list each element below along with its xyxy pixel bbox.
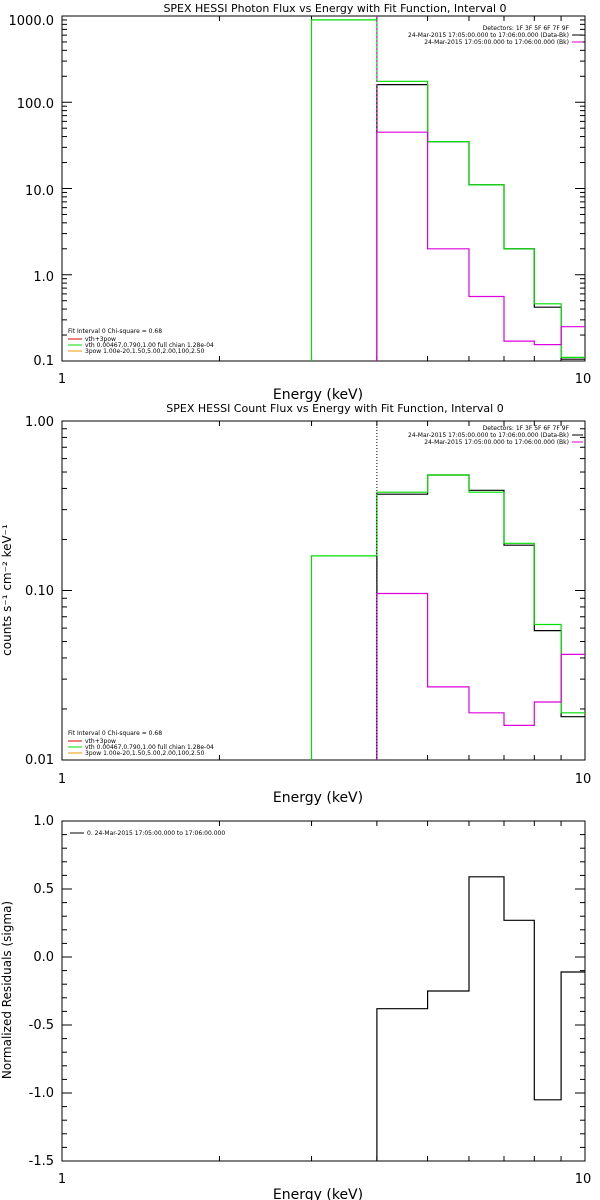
count-flux-xtick-label: 1	[58, 772, 66, 787]
residuals-legend: 0. 24-Mar-2015 17:05:00.000 to 17:06:00.…	[70, 830, 225, 837]
series-line-magenta	[376, 592, 585, 760]
count-flux-fit-item1: vth+3pow	[85, 738, 116, 745]
count-flux-fit-item3: 3pow 1.00e-20,1.50,5.00,2.00,100,2.50	[85, 750, 205, 757]
residuals-ytick-label: 0.0	[33, 950, 54, 965]
count-flux-title: SPEX HESSI Count Flux vs Energy with Fit…	[166, 402, 503, 415]
residuals-panel: -1.5 -1.0 -0.5 0.0 0.5 1.0 1 10 Energy (…	[0, 814, 591, 1200]
count-flux-legend-detectors: Detectors: 1F 3F 5F 6F 7F 9F	[483, 425, 570, 432]
photon-flux-minor-ticks	[62, 16, 585, 362]
residuals-ytick-label: -1.0	[29, 1086, 54, 1101]
count-flux-fit-info: Fit Interval 0 Chi-square = 0.68 vth+3po…	[68, 730, 214, 757]
photon-flux-legend-detectors: Detectors: 1F 3F 5F 6F 7F 9F	[483, 25, 570, 32]
count-flux-xtick-label: 10	[575, 772, 592, 787]
photon-flux-panel: SPEX HESSI Photon Flux vs Energy with Fi…	[9, 2, 592, 403]
residuals-y-tick-labels: -1.5 -1.0 -0.5 0.0 0.5 1.0	[29, 814, 54, 1169]
residuals-ytick-label: 0.5	[33, 882, 54, 897]
series-line-magenta	[376, 131, 585, 361]
photon-flux-ytick-label: 1.0	[33, 270, 54, 285]
residuals-ytick-label: 1.0	[33, 814, 54, 829]
series-line-black	[376, 84, 585, 361]
count-flux-legend-data-bk: 24-Mar-2015 17:05:00.000 to 17:06:00.000…	[408, 432, 569, 439]
series-line-black	[376, 876, 585, 1161]
photon-flux-fit-item2: vth 0.00467,0.790,1.00 full chian 1.28e-…	[85, 342, 214, 349]
residuals-xtick-label: 1	[58, 1172, 66, 1187]
photon-flux-series-layer	[310, 16, 585, 361]
count-flux-panel: SPEX HESSI Count Flux vs Energy with Fit…	[0, 402, 591, 806]
count-flux-y-tick-labels: 0.01 0.10 1.00	[25, 415, 54, 768]
count-flux-legend-bk: 24-Mar-2015 17:05:00.000 to 17:06:00.000…	[424, 439, 569, 446]
count-flux-ytick-label: 1.00	[25, 415, 54, 430]
series-line-green	[310, 474, 585, 760]
residuals-ytick-label: -1.5	[29, 1154, 54, 1169]
count-flux-legend: Detectors: 1F 3F 5F 6F 7F 9F 24-Mar-2015…	[408, 425, 583, 446]
residuals-legend-entry: 0. 24-Mar-2015 17:05:00.000 to 17:06:00.…	[87, 830, 225, 837]
photon-flux-fit-item3: 3pow 1.00e-20,1.50,5.00,2.00,100,2.50	[85, 348, 205, 355]
residuals-ytick-label: -0.5	[29, 1018, 54, 1033]
count-flux-fit-item2: vth 0.00467,0.790,1.00 full chian 1.28e-…	[85, 744, 214, 751]
photon-flux-ytick-label: 10.0	[25, 184, 54, 199]
count-flux-minor-ticks	[62, 421, 585, 761]
count-flux-ytick-label: 0.01	[25, 753, 54, 768]
residuals-yaxis-label: Normalized Residuals (sigma)	[0, 901, 14, 1079]
residuals-xtick-label: 10	[575, 1172, 592, 1187]
photon-flux-y-tick-labels: 0.1 1.0 10.0 100.0 1000.0	[9, 14, 55, 369]
count-flux-fit-header: Fit Interval 0 Chi-square = 0.68	[68, 730, 162, 737]
photon-flux-fit-header: Fit Interval 0 Chi-square = 0.68	[68, 328, 162, 335]
photon-flux-legend: Detectors: 1F 3F 5F 6F 7F 9F 24-Mar-2015…	[408, 25, 583, 46]
photon-flux-ytick-label: 1000.0	[9, 14, 55, 29]
photon-flux-xaxis-label: Energy (keV)	[273, 387, 363, 403]
photon-flux-ytick-label: 100.0	[17, 97, 54, 112]
photon-flux-ytick-label: 0.1	[33, 354, 54, 369]
series-line-black	[376, 474, 585, 760]
count-flux-xaxis-label: Energy (keV)	[273, 790, 363, 806]
count-flux-plot-frame	[61, 420, 586, 761]
photon-flux-plot-frame	[61, 15, 586, 362]
photon-flux-legend-data-bk: 24-Mar-2015 17:05:00.000 to 17:06:00.000…	[408, 32, 569, 39]
series-line-green	[310, 19, 585, 361]
photon-flux-title: SPEX HESSI Photon Flux vs Energy with Fi…	[163, 2, 506, 15]
photon-flux-xtick-label: 10	[575, 372, 592, 387]
residuals-minor-ticks	[62, 820, 585, 1162]
residuals-xaxis-label: Energy (keV)	[273, 1187, 363, 1200]
residuals-plot-frame	[61, 820, 586, 1162]
photon-flux-fit-info: Fit Interval 0 Chi-square = 0.68 vth+3po…	[68, 328, 214, 355]
photon-flux-legend-bk: 24-Mar-2015 17:05:00.000 to 17:06:00.000…	[424, 39, 569, 46]
photon-flux-xtick-label: 1	[58, 372, 66, 387]
count-flux-yaxis-label: counts s⁻¹ cm⁻² keV⁻¹	[0, 524, 14, 656]
photon-flux-fit-item1: vth+3pow	[85, 336, 116, 343]
count-flux-ytick-label: 0.10	[25, 584, 54, 599]
residuals-series-layer	[376, 876, 585, 1161]
count-flux-series-layer	[310, 421, 585, 760]
